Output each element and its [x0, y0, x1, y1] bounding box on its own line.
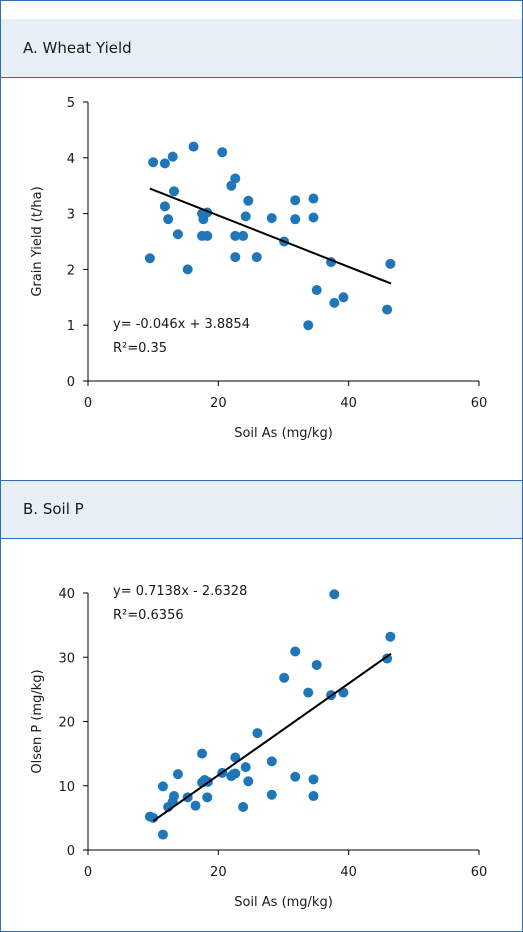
- data-point: [172, 229, 183, 240]
- x-tick-label: 20: [210, 396, 227, 411]
- regression-equation: y= -0.046x + 3.8854: [113, 317, 250, 332]
- data-point: [382, 653, 393, 664]
- data-point: [338, 292, 349, 303]
- trend-line: [149, 187, 392, 285]
- data-point: [290, 195, 301, 206]
- x-tick-label: 40: [340, 396, 357, 411]
- x-tick-label: 20: [210, 865, 227, 880]
- r-squared-label: R²=0.35: [113, 341, 167, 356]
- y-tick-label: 30: [58, 651, 75, 666]
- data-point: [266, 789, 277, 800]
- y-axis-title: Grain Yield (t/ha): [30, 186, 45, 296]
- data-point: [329, 589, 340, 600]
- panel-a-title: A. Wheat Yield: [1, 19, 522, 77]
- data-point: [202, 230, 213, 241]
- data-point: [169, 791, 180, 802]
- data-point: [230, 252, 241, 263]
- x-tick-label: 40: [340, 865, 357, 880]
- data-point: [308, 774, 319, 785]
- data-point: [163, 214, 174, 225]
- data-point: [252, 728, 263, 739]
- data-point: [167, 151, 178, 162]
- data-point: [197, 748, 208, 759]
- data-point: [202, 792, 213, 803]
- y-tick-label: 3: [67, 208, 75, 223]
- y-tick-label: 2: [67, 263, 75, 278]
- data-point: [303, 320, 314, 331]
- data-point: [290, 771, 301, 782]
- y-tick-label: 1: [67, 319, 75, 334]
- panel-a-divider: [1, 77, 522, 78]
- data-point: [159, 158, 170, 169]
- y-tick-label: 5: [67, 96, 75, 111]
- data-point: [157, 781, 168, 792]
- data-point: [311, 659, 322, 670]
- data-point: [308, 193, 319, 204]
- data-point: [251, 252, 262, 263]
- data-point: [240, 211, 251, 222]
- data-point: [157, 829, 168, 840]
- x-axis-title: Soil As (mg/kg): [234, 895, 333, 910]
- x-axis-title: Soil As (mg/kg): [234, 426, 333, 441]
- y-tick-label: 20: [58, 716, 75, 731]
- data-point: [230, 752, 241, 763]
- panel-b-title: B. Soil P: [1, 481, 522, 538]
- data-point: [188, 141, 199, 152]
- data-point: [385, 258, 396, 269]
- data-point: [266, 756, 277, 767]
- regression-equation: y= 0.7138x - 2.6328: [113, 584, 247, 599]
- data-point: [279, 672, 290, 683]
- data-point: [243, 776, 254, 787]
- y-axis-title: Olsen P (mg/kg): [30, 669, 45, 773]
- data-point: [329, 297, 340, 308]
- wheat-yield-chart: 0 1 2 3 4 5 0 20 40 60 Soil As (mg/kg) Grain Yield …: [30, 96, 487, 441]
- data-point: [311, 285, 322, 296]
- x-tick-label: 0: [84, 865, 92, 880]
- data-point: [382, 304, 393, 315]
- data-point: [159, 201, 170, 212]
- data-point: [308, 212, 319, 223]
- r-squared-label: R²=0.6356: [113, 608, 184, 623]
- data-point: [230, 768, 241, 779]
- data-point: [266, 213, 277, 224]
- x-tick-label: 60: [471, 865, 488, 880]
- data-point: [182, 264, 193, 275]
- data-point: [243, 195, 254, 206]
- y-tick-label: 0: [67, 844, 75, 859]
- data-point: [217, 147, 228, 158]
- x-tick-label: 60: [471, 396, 488, 411]
- data-point: [303, 687, 314, 698]
- data-point: [144, 253, 155, 264]
- data-point: [238, 801, 249, 812]
- x-tick-label: 0: [84, 396, 92, 411]
- data-point: [169, 186, 180, 197]
- trend-line: [152, 652, 392, 822]
- data-point: [290, 214, 301, 225]
- data-point: [148, 157, 159, 168]
- y-tick-label: 4: [67, 152, 75, 167]
- panel-b-divider: [1, 538, 522, 539]
- y-tick-label: 10: [58, 780, 75, 795]
- data-point: [238, 230, 249, 241]
- data-point: [230, 173, 241, 184]
- data-point: [172, 769, 183, 780]
- data-point: [308, 791, 319, 802]
- soil-p-chart: 0 10 20 30 40 0 20 40 60 Soil As (mg/kg) Olsen P (…: [30, 584, 488, 910]
- data-point: [290, 646, 301, 657]
- data-point: [385, 631, 396, 642]
- y-tick-label: 40: [58, 587, 75, 602]
- panel-separator: [1, 480, 522, 481]
- y-tick-label: 0: [67, 375, 75, 390]
- data-point: [240, 762, 251, 773]
- data-point: [190, 800, 201, 811]
- data-point: [230, 230, 241, 241]
